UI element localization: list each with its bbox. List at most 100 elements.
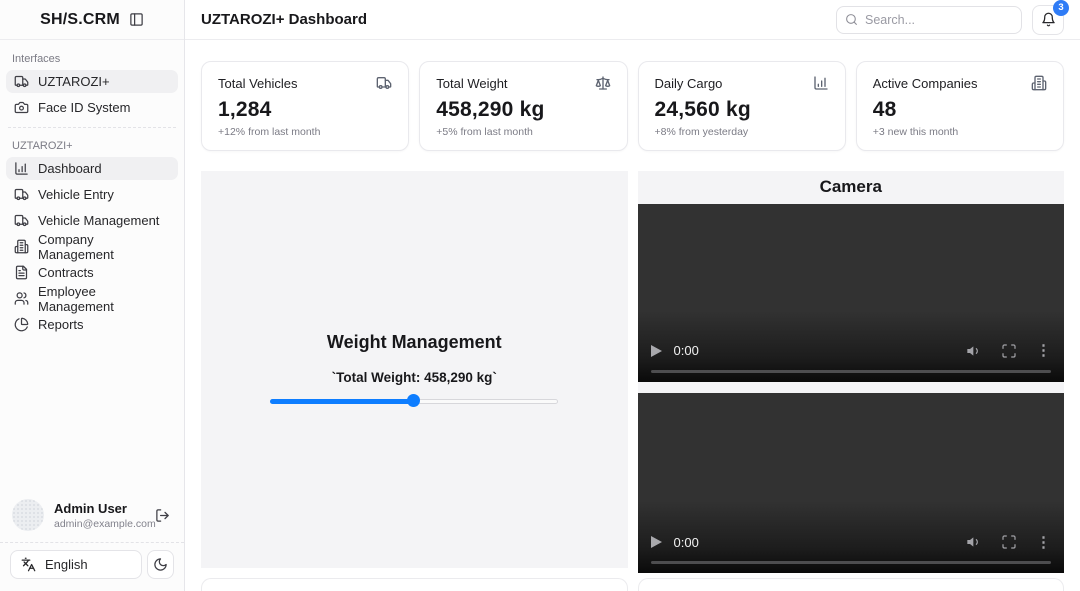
sidebar-footer: Admin User admin@example.com English: [0, 490, 184, 591]
bell-icon: [1041, 12, 1055, 27]
fullscreen-button[interactable]: [1001, 534, 1017, 550]
weight-panel-title: Weight Management: [326, 331, 502, 352]
sidebar-item-label: UZTAROZI+: [38, 74, 110, 89]
log-out-icon: [156, 508, 169, 522]
building-icon: [1031, 75, 1047, 91]
stat-value: 458,290 kg: [436, 98, 545, 121]
bottom-card-left: [201, 578, 628, 591]
page-title: UZTAROZI+ Dashboard: [201, 11, 367, 28]
stat-card-daily-cargo: Daily Cargo 24,560 kg +8% from yesterday: [637, 61, 846, 151]
sidebar-item-label: Reports: [38, 317, 84, 332]
avatar: [12, 499, 44, 531]
sidebar-item-dashboard[interactable]: Dashboard: [6, 157, 178, 180]
fullscreen-icon: [1002, 343, 1016, 358]
more-options-button[interactable]: ⋮: [1036, 343, 1051, 358]
chart-pie-icon: [14, 317, 29, 332]
weight-slider[interactable]: [270, 394, 559, 408]
stat-delta: +8% from yesterday: [654, 126, 749, 138]
chart-column-icon: [15, 162, 28, 175]
user-email: admin@example.com: [54, 517, 156, 530]
stat-delta: +5% from last month: [436, 126, 533, 138]
more-options-icon: ⋮: [1036, 533, 1051, 551]
camera-panel-title: Camera: [819, 177, 882, 196]
theme-toggle-button[interactable]: [147, 550, 174, 579]
video-progress-bar[interactable]: [650, 369, 1051, 373]
truck-icon: [376, 77, 392, 89]
video-time: 0:00: [673, 343, 699, 358]
slider-thumb[interactable]: [407, 394, 421, 407]
notifications-button[interactable]: 3: [1032, 0, 1069, 35]
stat-card-total-vehicles: Total Vehicles 1,284 +12% from last mont…: [201, 61, 410, 151]
stat-value: 1,284: [218, 98, 272, 121]
search-input[interactable]: [836, 5, 1022, 34]
mute-button[interactable]: [966, 343, 982, 359]
play-icon[interactable]: [650, 344, 662, 357]
weight-management-panel: Weight Management `Total Weight: 458,290…: [201, 171, 628, 568]
total-weight-label: `Total Weight: 458,290 kg`: [331, 369, 497, 385]
stat-title: Active Companies: [872, 75, 978, 91]
panel-left-icon[interactable]: [129, 12, 144, 27]
sidebar-item-label: Vehicle Management: [38, 213, 160, 228]
sidebar-item-vehicle-management[interactable]: Vehicle Management: [6, 209, 178, 232]
sidebar-item-company-management[interactable]: Company Management: [6, 232, 178, 262]
volume-icon: [967, 345, 978, 356]
sidebar-item-label: Dashboard: [38, 161, 102, 176]
app-logo: SH/S.CRM: [40, 10, 120, 28]
stat-delta: +3 new this month: [872, 126, 959, 138]
stat-value: 24,560 kg: [654, 98, 751, 121]
sidebar-item-employee-management[interactable]: Employee Management: [6, 284, 178, 314]
sidebar-item-contracts[interactable]: Contracts: [6, 261, 178, 284]
user-profile: Admin User admin@example.com: [0, 490, 184, 542]
stats-row: Total Vehicles 1,284 +12% from last mont…: [201, 61, 1064, 151]
sidebar-section-divider: [8, 127, 176, 128]
sidebar-item-reports[interactable]: Reports: [6, 313, 178, 336]
camera-icon: [14, 101, 29, 114]
more-options-icon: ⋮: [1036, 342, 1051, 359]
sidebar-item-vehicle-entry[interactable]: Vehicle Entry: [6, 183, 178, 206]
stat-title: Total Weight: [436, 75, 508, 91]
users-icon: [14, 292, 29, 305]
fullscreen-button[interactable]: [1001, 343, 1017, 359]
language-selector[interactable]: English: [10, 550, 142, 579]
chart-column-icon: [814, 76, 828, 90]
camera-video-player-2[interactable]: 0:00 ⋮: [637, 392, 1064, 573]
search-icon: [846, 14, 857, 25]
stat-title: Total Vehicles: [218, 75, 298, 91]
video-time: 0:00: [673, 534, 699, 550]
stat-card-total-weight: Total Weight 458,290 kg +5% from last mo…: [419, 61, 628, 151]
more-options-button[interactable]: ⋮: [1036, 535, 1051, 550]
topbar: UZTAROZI+ Dashboard 3: [185, 0, 1080, 40]
file-text-icon: [15, 265, 28, 280]
camera-video-player-1[interactable]: 0:00 ⋮: [637, 204, 1064, 382]
sidebar-item-label: Vehicle Entry: [38, 187, 114, 202]
logout-button[interactable]: [153, 506, 172, 525]
sidebar-item-uztarozi[interactable]: UZTAROZI+: [6, 70, 178, 93]
sidebar-header: SH/S.CRM: [0, 0, 184, 40]
sidebar-nav: Interfaces UZTAROZI+ Face ID System UZTA…: [0, 40, 184, 339]
language-label: English: [45, 557, 88, 572]
building-icon: [14, 239, 29, 254]
main-area: UZTAROZI+ Dashboard 3 Total Vehicles: [185, 0, 1080, 591]
truck-icon: [14, 214, 29, 227]
volume-icon: [967, 537, 978, 547]
fullscreen-icon: [1002, 535, 1016, 549]
bottom-card-right: [637, 578, 1064, 591]
languages-icon: [21, 557, 36, 572]
sidebar-item-label: Company Management: [38, 231, 114, 262]
play-icon[interactable]: [650, 536, 662, 548]
sidebar: SH/S.CRM Interfaces UZTAROZI+ Face ID Sy…: [0, 0, 185, 591]
camera-panel: Camera 0:00: [637, 171, 1064, 573]
scale-icon: [595, 76, 610, 90]
sidebar-item-label: Contracts: [38, 265, 94, 280]
video-progress-bar[interactable]: [650, 561, 1051, 564]
truck-icon: [14, 75, 29, 88]
sidebar-item-label: Employee Management: [38, 283, 114, 314]
sidebar-item-label: Face ID System: [38, 100, 131, 115]
stat-card-active-companies: Active Companies 48 +3 new this month: [855, 61, 1064, 151]
notification-badge: 3: [1053, 0, 1069, 16]
user-name: Admin User: [54, 500, 127, 516]
mute-button[interactable]: [966, 534, 982, 550]
sidebar-item-face-id-system[interactable]: Face ID System: [6, 96, 178, 119]
footer-divider: [0, 542, 184, 543]
